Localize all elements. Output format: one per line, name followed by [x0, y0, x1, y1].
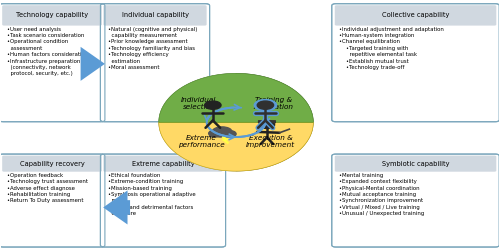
Text: Individual
selection: Individual selection [182, 97, 216, 110]
Text: •Individual adjustment and adaptation
•Human-system integration
•Channel equilib: •Individual adjustment and adaptation •H… [340, 27, 444, 70]
Circle shape [260, 121, 274, 129]
Text: •User need analysis
•Task scenario consideration
•Operational condition
  assess: •User need analysis •Task scenario consi… [6, 27, 88, 76]
Circle shape [257, 101, 274, 109]
PathPatch shape [159, 73, 314, 122]
PathPatch shape [236, 73, 314, 171]
Circle shape [254, 100, 276, 111]
FancyBboxPatch shape [104, 5, 206, 26]
FancyBboxPatch shape [2, 155, 102, 172]
FancyBboxPatch shape [100, 4, 210, 122]
Text: Execution &
Improvement: Execution & Improvement [246, 135, 296, 148]
FancyBboxPatch shape [332, 154, 500, 247]
Text: Training &
Adaptation: Training & Adaptation [253, 97, 293, 110]
Text: •Natural (cognitive and physical)
  capability measurement
•Prior knowledge asse: •Natural (cognitive and physical) capabi… [108, 27, 198, 70]
Text: •Mental training
•Expanded context flexibility
•Physical-Mental coordination
•Mu: •Mental training •Expanded context flexi… [340, 173, 424, 216]
FancyBboxPatch shape [335, 155, 496, 172]
Circle shape [223, 131, 236, 137]
Text: •Ethical foundation
•Extreme-condition training
•Mission-based training
•Symbios: •Ethical foundation •Extreme-condition t… [108, 173, 196, 216]
Text: Extreme
performance: Extreme performance [178, 135, 224, 148]
FancyBboxPatch shape [258, 120, 276, 123]
FancyBboxPatch shape [332, 4, 500, 122]
FancyBboxPatch shape [335, 5, 496, 26]
Circle shape [208, 130, 222, 137]
Text: Individual capability: Individual capability [122, 12, 188, 18]
FancyBboxPatch shape [2, 5, 102, 26]
FancyBboxPatch shape [104, 155, 222, 172]
Text: Symbiotic capability: Symbiotic capability [382, 161, 450, 167]
FancyBboxPatch shape [0, 4, 105, 122]
Text: Technology capability: Technology capability [16, 12, 88, 18]
FancyBboxPatch shape [0, 154, 105, 247]
FancyBboxPatch shape [100, 154, 226, 247]
Circle shape [212, 127, 232, 137]
PathPatch shape [159, 73, 236, 171]
Circle shape [204, 101, 221, 109]
Text: Capability recovery: Capability recovery [20, 161, 84, 167]
FancyBboxPatch shape [209, 131, 235, 137]
Text: •Operation feedback
•Technology trust assessment
•Adverse effect diagnose
•Rehab: •Operation feedback •Technology trust as… [6, 173, 87, 203]
Text: Collective capability: Collective capability [382, 12, 449, 18]
PathPatch shape [159, 122, 314, 171]
Text: Extreme capability: Extreme capability [132, 161, 194, 167]
